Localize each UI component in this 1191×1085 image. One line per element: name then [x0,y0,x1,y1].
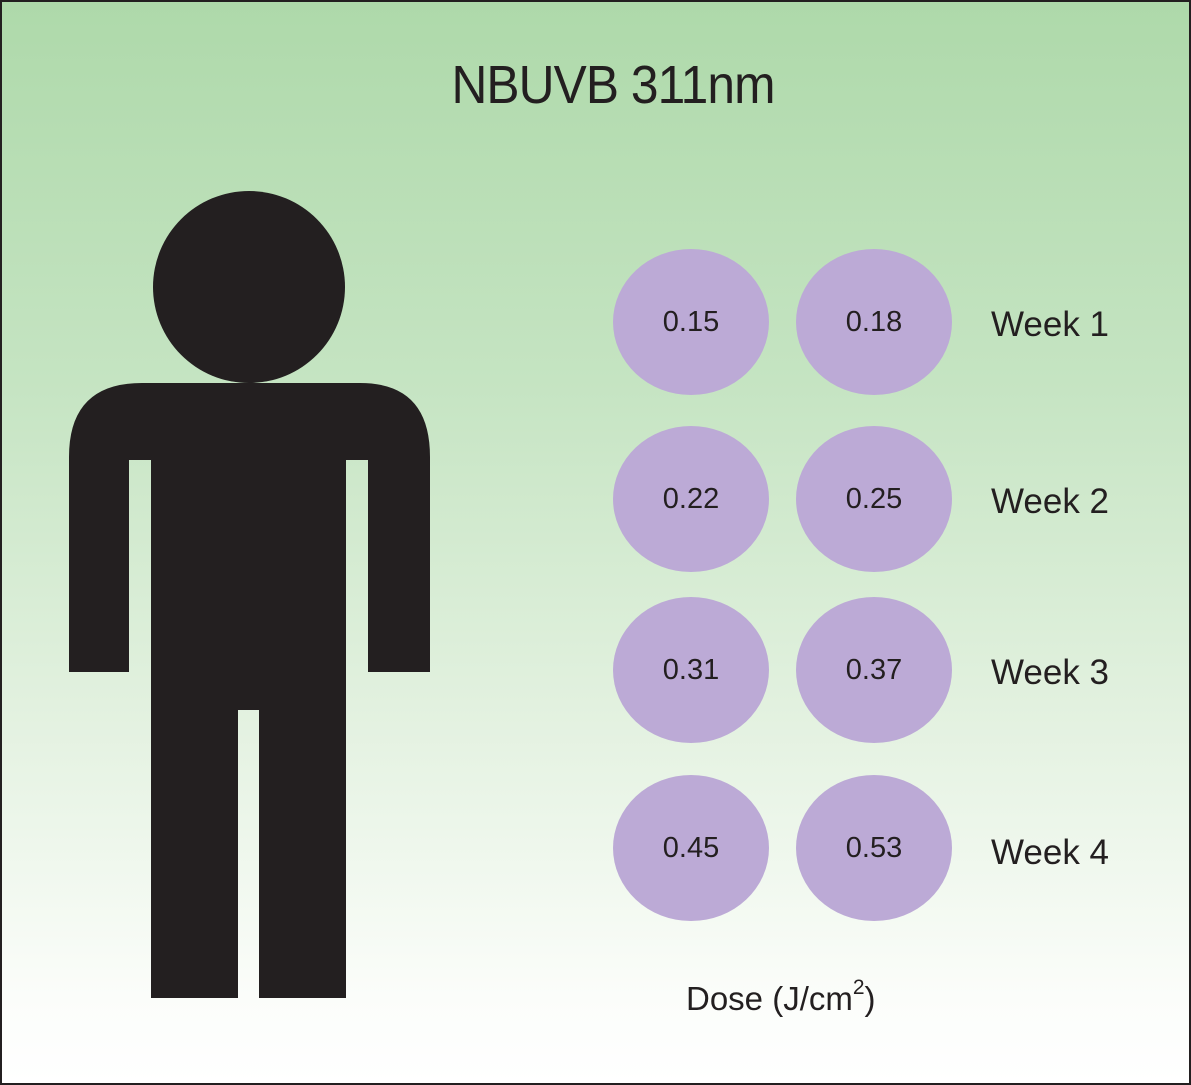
week-label-1: Week 1 [991,305,1110,344]
dose-circle-week3-a: 0.31 [613,597,769,743]
dose-unit-text: Dose (J/cm [686,980,853,1017]
diagram-title: NBUVB 311nm [451,55,775,115]
week-label-3: Week 3 [991,653,1110,692]
dose-circle-week4-a: 0.45 [613,775,769,921]
dose-unit-close: ) [864,980,876,1017]
week-label-4: Week 4 [991,833,1110,872]
dose-circle-week2-a: 0.22 [613,426,769,572]
dose-circle-week4-b: 0.53 [796,775,952,921]
dose-circle-week1-b: 0.18 [796,249,952,395]
dose-unit-superscript: 2 [852,976,865,999]
dose-circle-week1-a: 0.15 [613,249,769,395]
dose-unit-label: Dose (J/cm2) [686,976,876,1018]
dose-circle-week2-b: 0.25 [796,426,952,572]
dose-circle-week3-b: 0.37 [796,597,952,743]
week-label-2: Week 2 [991,482,1110,521]
